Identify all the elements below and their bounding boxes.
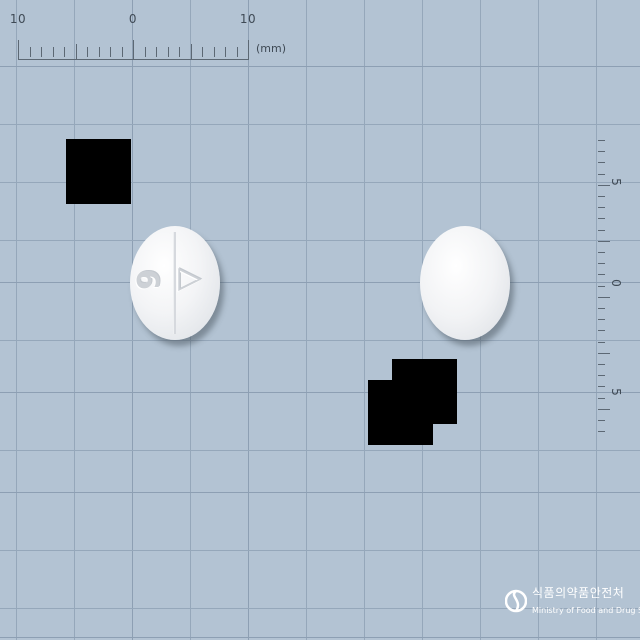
watermark-korean: 식품의약품안전처 [532,586,625,600]
grid-line [596,0,597,640]
grid-line [538,0,539,640]
ruler-tick [248,40,249,60]
ruler-right-label: 5 [609,178,623,186]
ruler-tick [179,47,180,57]
ruler-tick [598,319,605,321]
ruler-top-label: 10 [239,12,257,26]
ruler-tick [598,184,610,186]
ruler-tick [598,330,605,332]
ruler-tick [202,47,203,57]
grid-line [0,340,640,341]
ruler-tick [598,408,610,410]
ministry-logo-icon [505,589,527,613]
ruler-tick [598,140,605,141]
ruler-tick [121,47,123,57]
ruler-unit: (mm) [256,42,287,55]
ruler-tick [598,341,605,343]
ruler-tick [598,207,605,209]
grid-line [306,0,307,640]
ruler-tick [133,40,134,60]
grid-line [0,550,640,551]
ruler-tick [236,47,238,57]
pill-imprint-a: 6 [128,269,164,290]
pill-back [420,226,510,340]
ruler-tick [598,240,610,242]
ruler-tick [598,308,605,309]
grid-line [0,392,640,393]
ruler-tick [598,431,605,433]
ruler-baseline [18,59,249,60]
grid-line [422,0,423,640]
grid-line [364,0,365,640]
ruler-tick [598,364,605,365]
grid-line [0,124,640,125]
ruler-tick [225,47,226,57]
grid-line [0,492,640,493]
ruler-right-label: 5 [609,388,623,396]
ruler-tick [75,44,77,59]
ruler-tick [598,162,605,164]
ruler-top: 10 0 10 (mm) [0,0,640,66]
ruler-tick [213,47,215,57]
ruler-tick [598,196,605,197]
grid-line [0,282,640,283]
ruler-tick [167,47,169,57]
ruler-tick [598,173,605,175]
ruler-tick [41,47,42,57]
ruler-right-label: 0 [609,279,623,287]
ruler-tick [18,40,19,60]
ruler-tick [87,47,88,57]
grid-line [0,608,640,609]
grid-line [0,637,640,638]
grid-line [0,240,640,241]
ruler-tick [64,47,65,57]
grid-line [74,0,75,640]
grid-line [132,0,133,640]
ruler-tick [598,218,605,220]
ruler-tick [598,420,605,421]
grid-line [0,450,640,451]
redaction-block [66,139,131,204]
ruler-tick [598,296,610,298]
ruler-tick [598,252,605,253]
ruler-tick [190,44,192,59]
grid-line [0,66,640,67]
grid-line [16,0,17,640]
ruler-tick [598,263,605,265]
ruler-tick [156,47,157,57]
ruler-tick [52,47,54,57]
ruler-tick [144,47,146,57]
score-line [173,232,176,334]
ruler-top-label: 10 [9,12,27,26]
pill-front: 6 △ [128,226,220,340]
ruler-tick [598,352,610,354]
ruler-tick [598,397,605,399]
redaction-block [368,380,433,445]
ruler-tick [598,229,605,231]
ruler-tick [110,47,111,57]
ruler-tick [98,47,100,57]
grid-line [248,0,249,640]
grid-line [0,182,640,183]
ruler-top-label: 0 [128,12,138,26]
ruler-tick [598,285,605,287]
watermark-english: Ministry of Food and Drug Safety [532,606,640,615]
ruler-tick [598,151,605,153]
ruler-tick [598,375,605,377]
ruler-tick [598,386,605,388]
pill-imprint-b: △ [174,267,210,292]
ruler-tick [29,47,31,57]
ruler-tick [598,274,605,276]
